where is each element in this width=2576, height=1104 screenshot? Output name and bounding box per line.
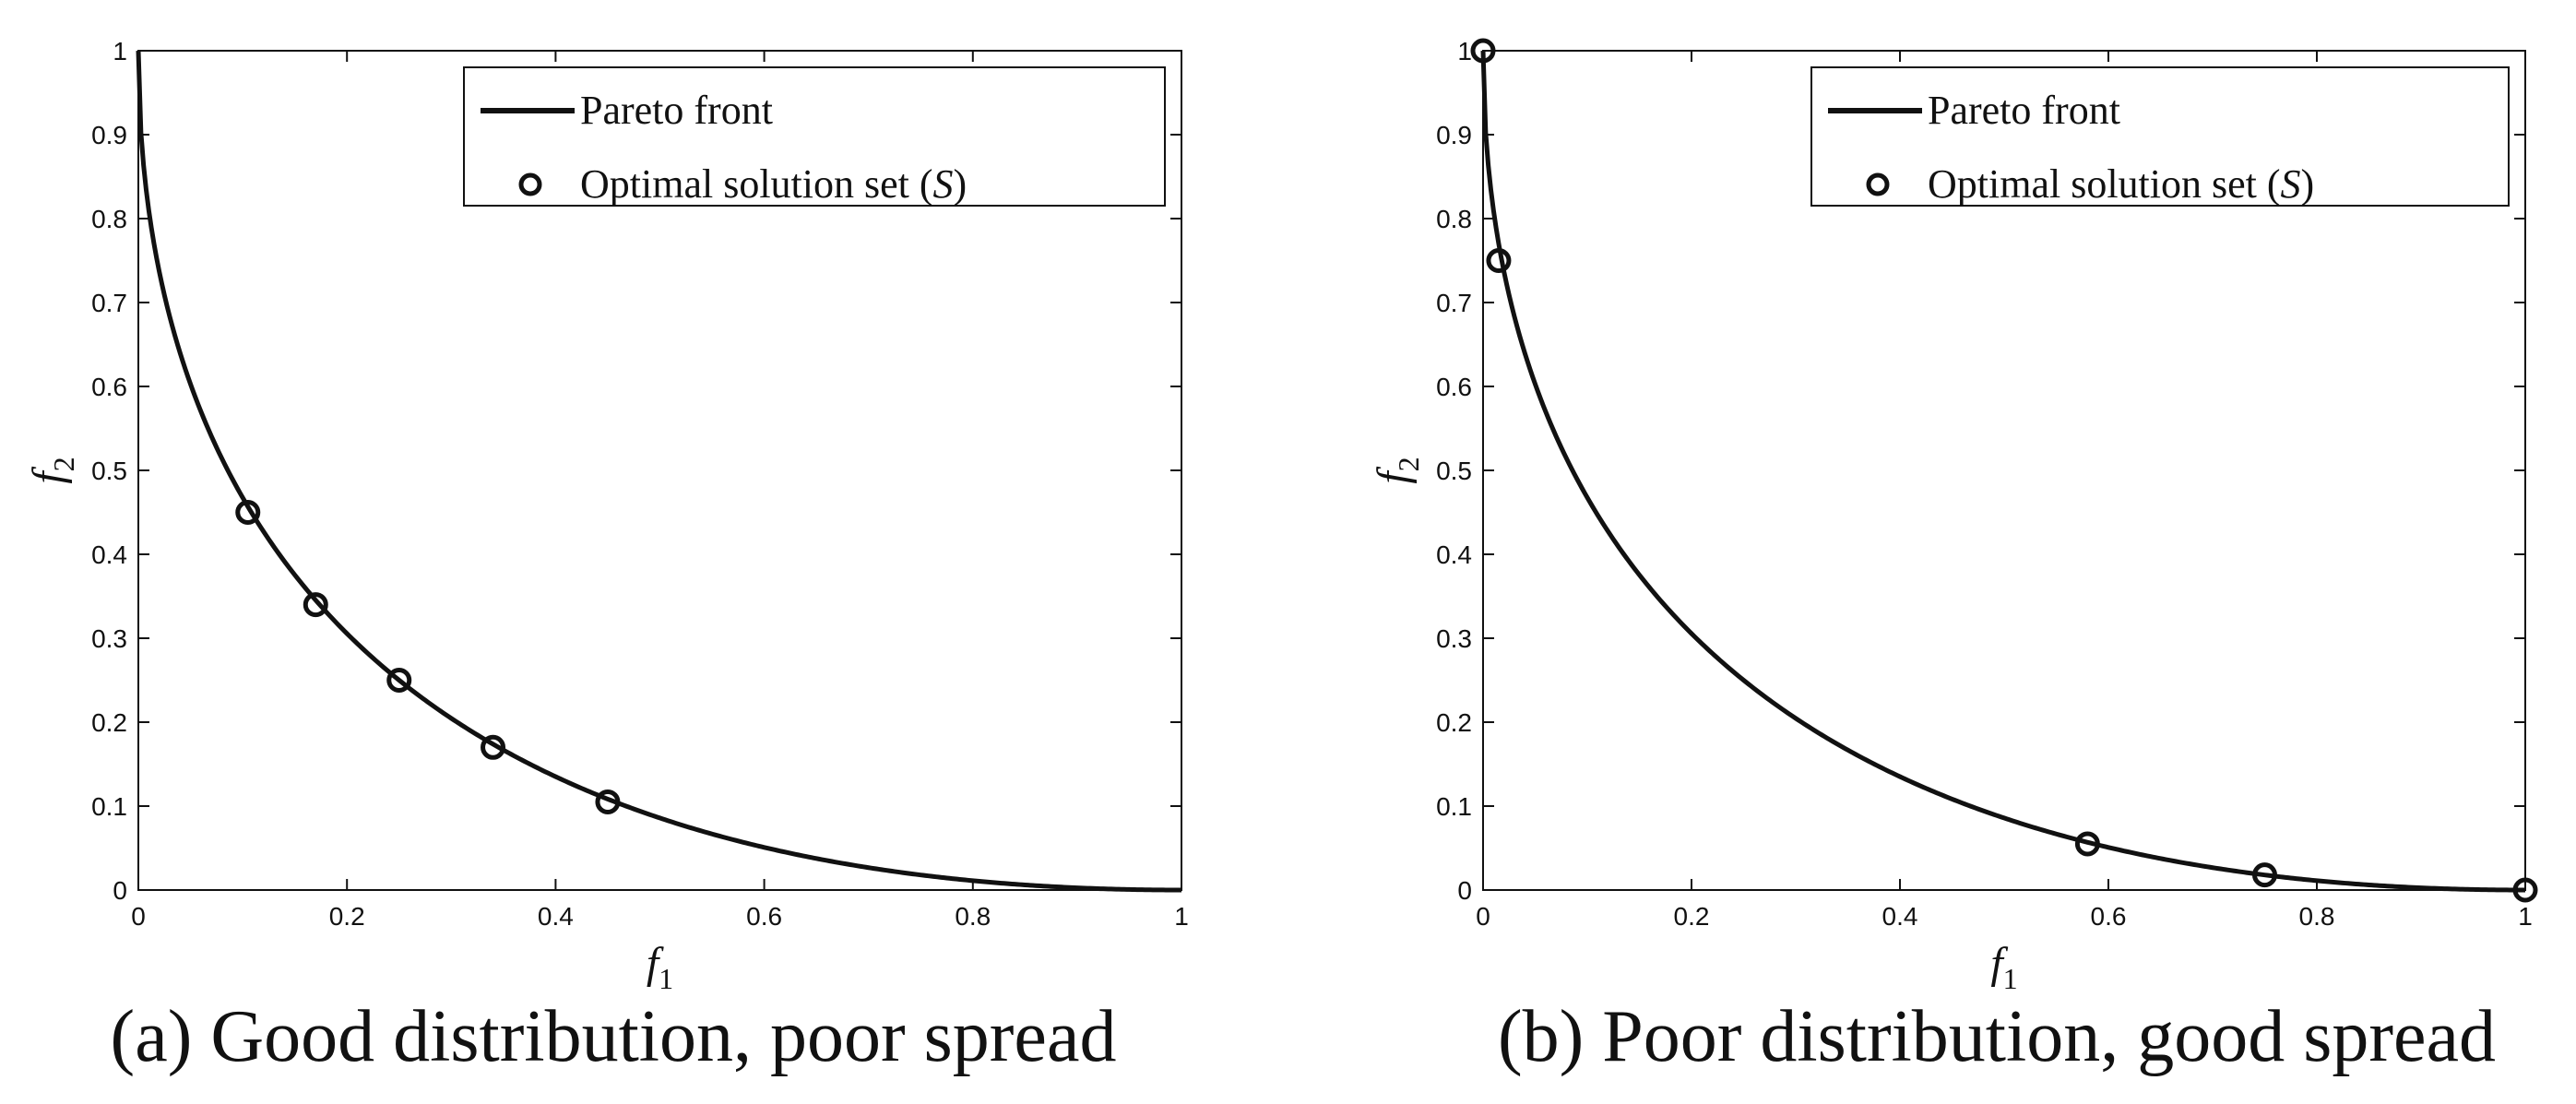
y-tick-label: 0.9	[91, 121, 127, 149]
y-axis-label: f2	[1369, 457, 1425, 483]
y-tick-label: 0.4	[1436, 540, 1472, 569]
y-tick-label: 0.6	[91, 373, 127, 401]
x-tick-label: 0.6	[2091, 902, 2127, 931]
data-point	[235, 500, 261, 525]
y-tick-label: 0.5	[1436, 457, 1472, 485]
legend-label-optimal-set: Optimal solution set (S)	[1928, 161, 2314, 207]
y-tick-label: 0.8	[1436, 205, 1472, 233]
legend-marker-swatch	[518, 172, 542, 196]
x-tick-label: 0.2	[329, 902, 365, 931]
data-point	[481, 734, 506, 760]
figure-caption: (b) Poor distribution, good spread	[1498, 996, 2496, 1077]
x-tick-label: 0.8	[2299, 902, 2335, 931]
legend-label-optimal-set: Optimal solution set (S)	[580, 161, 967, 207]
y-tick-label: 1	[1457, 37, 1472, 65]
series-pareto-front-line	[1480, 50, 2525, 893]
legend-label-pareto-front: Pareto front	[1928, 88, 2120, 133]
y-tick-label: 0.3	[1436, 624, 1472, 653]
y-tick-label: 0.1	[91, 792, 127, 821]
x-tick-label: 1	[2518, 902, 2533, 931]
y-tick-label: 0.2	[1436, 708, 1472, 737]
y-tick-label: 0.8	[91, 205, 127, 233]
data-point	[2252, 862, 2277, 888]
data-point	[386, 668, 412, 693]
y-tick-label: 0.6	[1436, 373, 1472, 401]
data-point	[2074, 831, 2100, 857]
y-tick-label: 0.3	[91, 624, 127, 653]
y-tick-label: 1	[113, 37, 127, 65]
x-tick-label: 1	[1174, 902, 1189, 931]
y-tick-label: 0.1	[1436, 792, 1472, 821]
y-tick-label: 0.5	[91, 457, 127, 485]
data-point	[1470, 38, 1496, 64]
y-axis-label: f2	[24, 457, 80, 483]
data-point	[595, 789, 621, 814]
x-tick-label: 0.4	[1882, 902, 1918, 931]
y-tick-label: 0	[1457, 876, 1472, 905]
legend-marker-swatch	[1866, 172, 1890, 196]
chart-panel-a: 0 0.2 0.4 0.6 0.8 1 0 0.1 0.2 0.3 0.4 0.5 0.6 0.7 0.8 0…	[24, 37, 1189, 1077]
y-tick-label: 0.7	[1436, 289, 1472, 317]
y-tick-label: 0.4	[91, 540, 127, 569]
legend-box	[1810, 66, 2510, 207]
data-point	[1486, 248, 1512, 273]
legend: Pareto front Optimal solution set (S)	[1810, 66, 2510, 207]
y-tick-label: 0.2	[91, 708, 127, 737]
data-point	[2512, 877, 2538, 903]
legend-label-pareto-front: Pareto front	[580, 88, 773, 133]
data-point	[303, 592, 328, 618]
x-axis-label: f1	[647, 939, 673, 995]
figure-caption: (a) Good distribution, poor spread	[111, 996, 1117, 1077]
x-axis-label: f1	[1990, 939, 2017, 995]
legend-box	[463, 66, 1166, 207]
x-tick-label: 0.8	[955, 902, 991, 931]
x-tick-label: 0.2	[1674, 902, 1710, 931]
y-tick-label: 0.7	[91, 289, 127, 317]
x-tick-label: 0	[131, 902, 146, 931]
x-tick-label: 0.6	[746, 902, 782, 931]
x-tick-label: 0	[1476, 902, 1490, 931]
y-tick-label: 0	[113, 876, 127, 905]
y-tick-label: 0.9	[1436, 121, 1472, 149]
x-tick-label: 0.4	[538, 902, 574, 931]
legend: Pareto front Optimal solution set (S)	[463, 66, 1166, 207]
chart-panel-b: 0 0.2 0.4 0.6 0.8 1 0 0.1 0.2 0.3 0.4 0.5 0.6 0.7 0.8 0…	[1369, 37, 2538, 1077]
